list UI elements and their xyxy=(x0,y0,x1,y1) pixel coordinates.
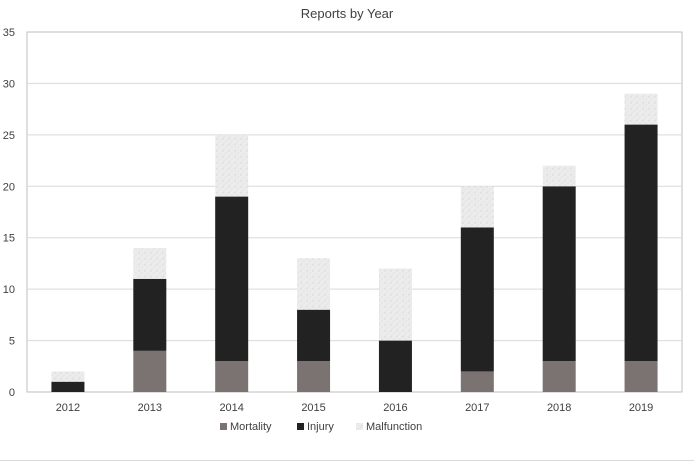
legend-label-mortality: Mortality xyxy=(230,421,272,433)
bar-mortality-2013 xyxy=(133,350,167,392)
bar-mortality-2018 xyxy=(542,361,576,392)
bar-injury-2019 xyxy=(624,124,658,362)
y-tick-label: 0 xyxy=(9,387,15,399)
x-tick-label: 2017 xyxy=(465,402,489,414)
bar-injury-2017 xyxy=(460,227,494,372)
bottom-divider xyxy=(0,460,694,461)
bar-mortality-2014 xyxy=(215,361,249,392)
y-tick-label: 5 xyxy=(9,336,15,348)
x-axis-ticks: 2012 2013 2014 2015 2016 2017 2018 2019 xyxy=(56,402,654,414)
plot-area-frame xyxy=(26,31,683,393)
bar-malfunction-2018 xyxy=(542,165,576,187)
y-axis-ticks: 0 5 10 15 20 25 30 35 xyxy=(3,27,15,399)
bar-injury-2014 xyxy=(215,196,249,362)
x-tick-label: 2013 xyxy=(138,402,162,414)
y-tick-label: 15 xyxy=(3,233,15,245)
bar-malfunction-2012 xyxy=(51,371,85,382)
bar-injury-2015 xyxy=(297,309,331,362)
x-tick-label: 2018 xyxy=(547,402,571,414)
bar-injury-2013 xyxy=(133,278,167,351)
x-tick-label: 2019 xyxy=(629,402,653,414)
bar-injury-2012 xyxy=(51,381,85,392)
x-tick-label: 2015 xyxy=(301,402,325,414)
bar-mortality-2019 xyxy=(624,361,658,392)
y-tick-label: 20 xyxy=(3,181,15,193)
bar-malfunction-2017 xyxy=(460,186,494,228)
legend-swatch-injury xyxy=(297,423,304,430)
bar-injury-2016 xyxy=(378,340,412,392)
bar-malfunction-2014 xyxy=(215,134,249,197)
gridlines xyxy=(27,82,682,342)
y-tick-label: 25 xyxy=(3,130,15,142)
y-tick-label: 35 xyxy=(3,27,15,39)
bars xyxy=(51,93,658,392)
bar-malfunction-2015 xyxy=(297,258,331,310)
bar-mortality-2017 xyxy=(460,371,494,392)
y-tick-label: 10 xyxy=(3,284,15,296)
x-tick-label: 2016 xyxy=(383,402,407,414)
bar-malfunction-2016 xyxy=(378,268,412,341)
legend-swatch-mortality xyxy=(220,423,227,430)
legend-label-malfunction: Malfunction xyxy=(366,421,422,433)
legend-label-injury: Injury xyxy=(307,421,334,433)
bar-malfunction-2013 xyxy=(133,248,167,279)
legend-swatch-malfunction xyxy=(356,423,363,430)
bar-injury-2018 xyxy=(542,186,576,362)
chart-title: Reports by Year xyxy=(301,6,394,21)
x-tick-label: 2012 xyxy=(56,402,80,414)
legend: Mortality Injury Malfunction xyxy=(220,421,422,433)
y-tick-label: 30 xyxy=(3,78,15,90)
bar-mortality-2015 xyxy=(297,361,331,392)
x-tick-label: 2014 xyxy=(219,402,243,414)
bar-malfunction-2019 xyxy=(624,93,658,125)
